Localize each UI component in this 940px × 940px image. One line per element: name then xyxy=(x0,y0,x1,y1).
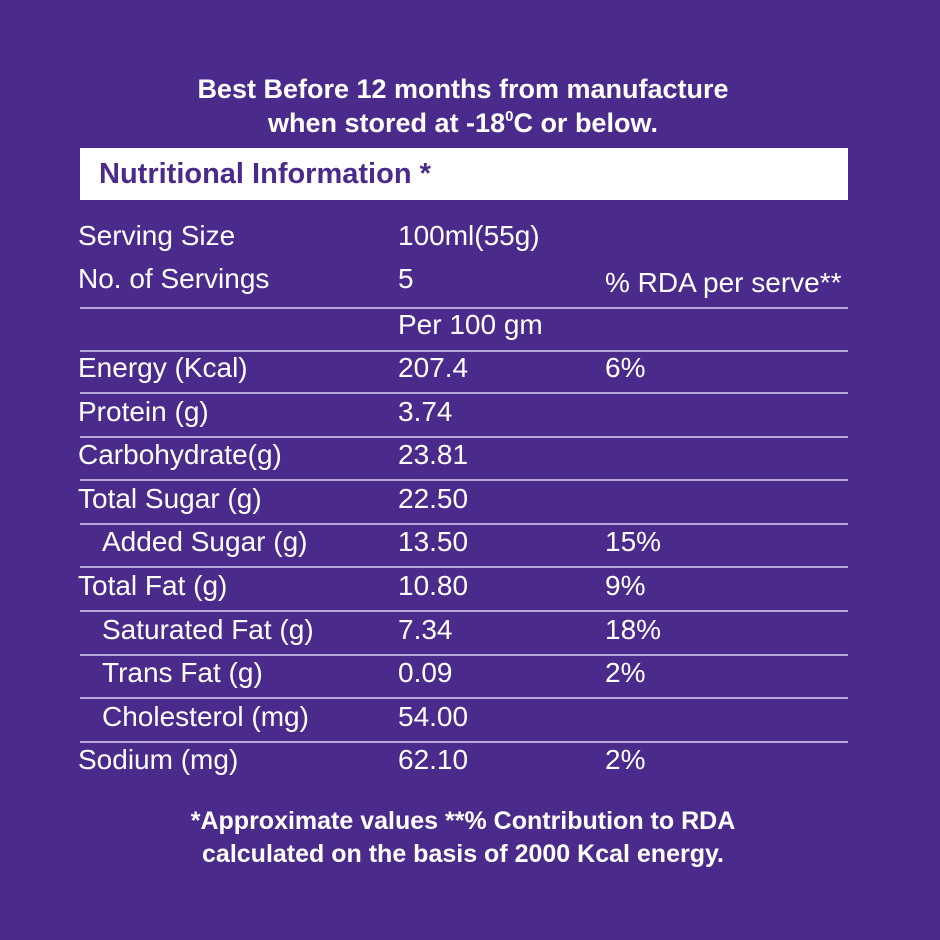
divider xyxy=(80,740,848,743)
nutrient-row: Trans Fat (g) 0.09 2% xyxy=(78,653,848,693)
divider xyxy=(80,522,848,525)
nutrient-name: Saturated Fat (g) xyxy=(102,613,314,645)
divider xyxy=(80,610,848,612)
nutrient-name: Total Fat (g) xyxy=(78,570,228,601)
best-before-line-2: when stored at -180C or below. xyxy=(0,106,926,140)
nutrient-name: Energy (Kcal) xyxy=(78,352,248,383)
best-before-notice: Best Before 12 months from manufacture w… xyxy=(0,72,926,140)
divider xyxy=(80,653,848,656)
nutrient-rda: 15% xyxy=(605,526,662,558)
nutrient-rda: 6% xyxy=(605,352,646,383)
nutrient-value: 207.4 xyxy=(398,352,469,383)
nutrient-row: Cholesterol (mg) 54.00 xyxy=(78,697,848,737)
divider xyxy=(80,392,848,394)
nutrient-name: Added Sugar (g) xyxy=(102,526,308,558)
serving-size-value: 100ml(55g) xyxy=(398,220,540,251)
nutrient-value: 23.81 xyxy=(398,439,469,471)
nutrient-row: Energy (Kcal) 207.4 6% xyxy=(78,348,848,388)
divider xyxy=(80,350,848,352)
nutrient-row: Added Sugar (g) 13.50 15% xyxy=(78,522,848,562)
nutrient-value: 62.10 xyxy=(398,744,469,776)
servings-count-value: 5 xyxy=(398,263,414,294)
footnote-line-2: calculated on the basis of 2000 Kcal ene… xyxy=(202,840,724,868)
nutrient-rda: 9% xyxy=(605,570,646,601)
serving-size-label: Serving Size xyxy=(78,220,236,251)
serving-size-row: Serving Size 100ml(55g) xyxy=(78,216,848,256)
nutrient-name: Sodium (mg) xyxy=(78,744,239,776)
divider xyxy=(80,697,848,700)
divider xyxy=(80,307,848,309)
nutrient-name: Total Sugar (g) xyxy=(78,482,262,514)
divider xyxy=(80,566,848,569)
storage-text-end: C or below. xyxy=(513,108,658,138)
nutrient-rda: 18% xyxy=(605,613,662,645)
per-100gm-label: Per 100 gm xyxy=(398,309,543,340)
nutrient-name: Cholesterol (mg) xyxy=(102,700,309,732)
nutrient-row: Total Sugar (g) 22.50 xyxy=(78,479,848,519)
nutrient-rda: 2% xyxy=(605,657,646,689)
nutrient-row: Carbohydrate(g) 23.81 xyxy=(78,435,848,475)
divider xyxy=(80,479,848,482)
nutrient-value: 10.80 xyxy=(398,570,469,601)
footnote-line-1: *Approximate values **% Contribution to … xyxy=(190,807,736,835)
nutrient-row: Protein (g) 3.74 xyxy=(78,392,848,432)
nutrient-value: 0.09 xyxy=(398,657,453,689)
degree-superscript: 0 xyxy=(505,108,514,125)
servings-count-label: No. of Servings xyxy=(78,263,270,294)
best-before-line-1: Best Before 12 months from manufacture xyxy=(197,74,729,104)
storage-text: when stored at -18 xyxy=(268,108,506,138)
rda-column-header: % RDA per serve** xyxy=(605,267,842,298)
nutrient-value: 22.50 xyxy=(398,482,469,514)
nutrient-value: 54.00 xyxy=(398,700,469,732)
nutrition-title-bar: Nutritional Information * xyxy=(80,148,848,200)
nutrient-name: Protein (g) xyxy=(78,395,209,427)
nutrient-rda: 2% xyxy=(605,744,646,776)
nutrient-value: 3.74 xyxy=(398,395,453,427)
divider xyxy=(80,435,848,438)
footnote: *Approximate values **% Contribution to … xyxy=(0,805,926,871)
nutrient-value: 13.50 xyxy=(398,526,469,558)
nutrient-row: Sodium (mg) 62.10 2% xyxy=(78,740,848,780)
nutrient-value: 7.34 xyxy=(398,613,453,645)
nutrient-name: Carbohydrate(g) xyxy=(78,439,282,471)
servings-count-row: No. of Servings 5 % RDA per serve** xyxy=(78,259,848,299)
per-100gm-row: Per 100 gm xyxy=(78,305,848,345)
nutrient-row: Total Fat (g) 10.80 9% xyxy=(78,566,848,606)
nutrient-row: Saturated Fat (g) 7.34 18% xyxy=(78,610,848,650)
nutrition-title: Nutritional Information * xyxy=(99,158,431,190)
nutrient-name: Trans Fat (g) xyxy=(102,657,263,689)
